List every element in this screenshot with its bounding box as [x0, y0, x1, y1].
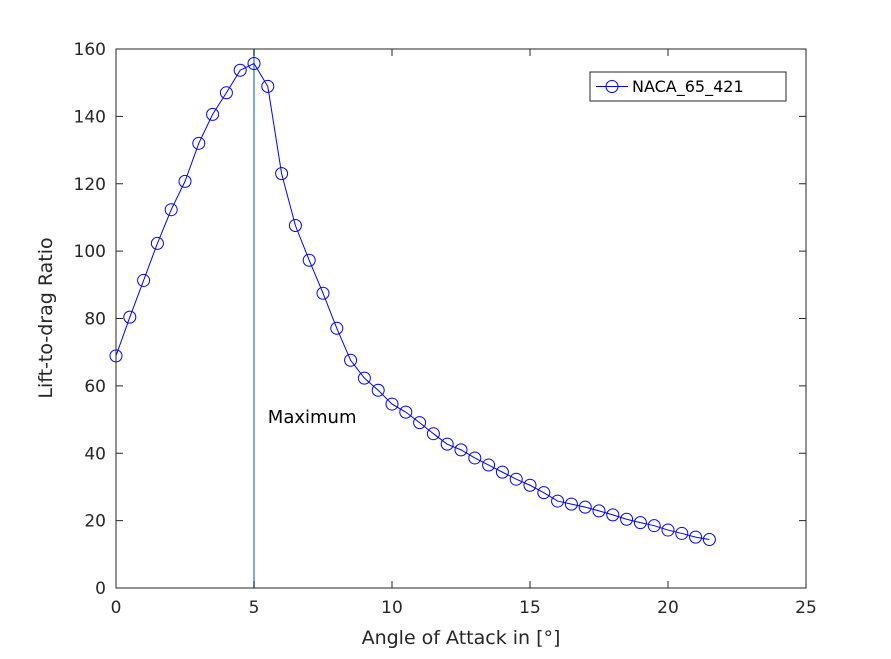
x-tick-label: 5: [249, 598, 260, 618]
data-point: [564, 497, 578, 511]
y-tick-label: 60: [84, 377, 106, 397]
y-tick-label: 160: [74, 40, 106, 60]
data-point: [206, 107, 220, 121]
y-tick-label: 40: [84, 444, 106, 464]
data-point: [344, 353, 358, 367]
legend-label: NACA_65_421: [632, 77, 744, 97]
data-point: [426, 427, 440, 441]
data-point: [454, 443, 468, 457]
legend-marker: [605, 80, 619, 93]
data-point: [150, 236, 164, 250]
x-tick-label: 20: [657, 598, 679, 618]
y-tick-label: 100: [74, 242, 106, 262]
data-point: [551, 494, 565, 508]
data-point: [275, 167, 289, 181]
data-point: [247, 56, 261, 70]
x-tick-label: 25: [795, 598, 817, 618]
data-point: [330, 321, 344, 335]
y-tick-label: 80: [84, 310, 106, 330]
data-point: [537, 486, 551, 500]
data-point: [509, 472, 523, 486]
data-point: [633, 516, 647, 530]
data-point: [661, 523, 675, 537]
data-point: [371, 383, 385, 397]
legend: NACA_65_421: [589, 71, 787, 102]
axis-ticks: 0 5 10 15 20 25 0 20 40 60 80 100 120 140 160: [74, 40, 817, 618]
data-point: [523, 478, 537, 492]
data-point: [192, 136, 206, 150]
data-point: [137, 273, 151, 287]
data-point: [399, 405, 413, 419]
x-axis-label: Angle of Attack in [°]: [362, 627, 561, 649]
data-point: [164, 203, 178, 217]
data-point: [261, 79, 275, 93]
data-point: [385, 397, 399, 411]
chart-marks: [109, 49, 716, 588]
data-point: [288, 219, 302, 233]
data-point: [606, 508, 620, 522]
data-point: [316, 286, 330, 300]
x-tick-label: 0: [111, 598, 122, 618]
data-point: [178, 174, 192, 188]
data-point: [675, 526, 689, 540]
data-point: [123, 310, 137, 324]
data-point: [592, 504, 606, 518]
data-point: [413, 416, 427, 430]
data-point: [482, 458, 496, 472]
y-tick-label: 140: [74, 107, 106, 127]
data-point: [440, 437, 454, 451]
x-tick-label: 15: [519, 598, 541, 618]
data-point: [578, 500, 592, 514]
data-point: [219, 86, 233, 100]
data-point: [233, 63, 247, 77]
y-tick-label: 20: [84, 512, 106, 532]
annotation-maximum: Maximum: [268, 407, 357, 428]
data-point: [647, 519, 661, 533]
data-point: [620, 512, 634, 526]
data-point: [495, 465, 509, 479]
data-point: [468, 451, 482, 465]
data-point: [357, 371, 371, 385]
data-point: [702, 532, 716, 546]
data-point: [689, 530, 703, 544]
x-tick-label: 10: [381, 598, 403, 618]
data-point: [302, 253, 316, 267]
y-axis-label: Lift-to-drag Ratio: [35, 237, 57, 398]
y-tick-label: 0: [95, 579, 106, 599]
series-line: [115, 62, 710, 540]
y-tick-label: 120: [74, 175, 106, 195]
plot-area: [116, 49, 806, 588]
